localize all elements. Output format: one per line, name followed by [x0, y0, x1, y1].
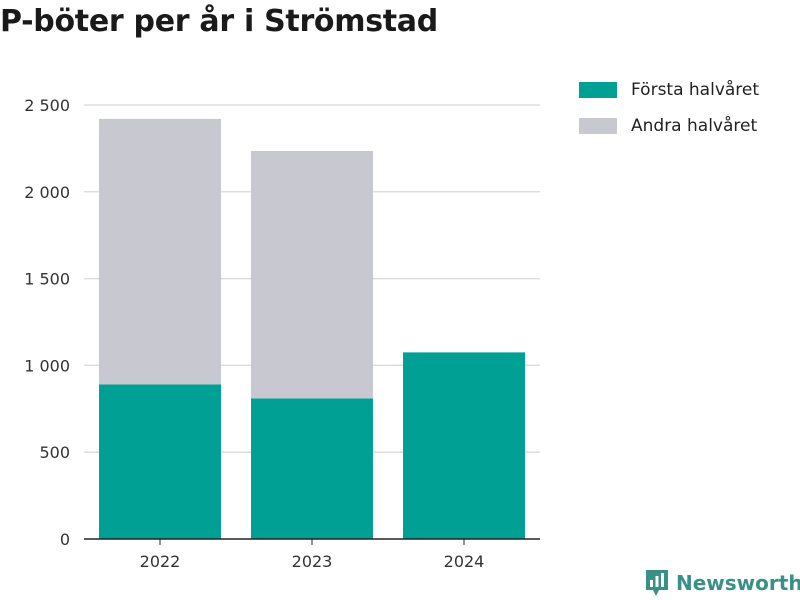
legend: Första halvåret Andra halvåret — [579, 72, 759, 144]
brand-logo: Newsworthy — [644, 568, 800, 598]
x-tick-label: 2024 — [444, 552, 485, 571]
legend-item-series-2: Andra halvåret — [579, 108, 759, 144]
y-tick-label: 500 — [39, 443, 70, 462]
bar-2023-series-1 — [251, 398, 373, 539]
legend-item-series-1: Första halvåret — [579, 72, 759, 108]
y-tick-label: 0 — [60, 530, 70, 549]
newsworthy-logo-icon — [646, 570, 668, 596]
bar-2022-series-2 — [99, 118, 221, 385]
x-tick-label: 2022 — [140, 552, 181, 571]
y-tick-label: 2 000 — [24, 183, 70, 202]
brand-name: Newsworthy — [676, 571, 800, 595]
y-tick-label: 2 500 — [24, 96, 70, 115]
chart-title: P-böter per år i Strömstad — [0, 4, 438, 39]
y-tick-label: 1 500 — [24, 270, 70, 289]
y-tick-label: 1 000 — [24, 356, 70, 375]
legend-label-series-1: Första halvåret — [631, 80, 760, 100]
bar-2024-series-1 — [403, 352, 525, 539]
axes: 0 500 1 000 1 500 2 000 2 500 2022 2023 2024 — [24, 96, 540, 571]
bar-2022-series-1 — [99, 384, 221, 539]
bar-2023-series-2 — [251, 151, 373, 399]
x-tick-label: 2023 — [292, 552, 333, 571]
legend-swatch-series-1 — [579, 82, 617, 98]
bars — [99, 118, 525, 539]
legend-swatch-series-2 — [579, 118, 617, 134]
legend-label-series-2: Andra halvåret — [631, 116, 758, 136]
